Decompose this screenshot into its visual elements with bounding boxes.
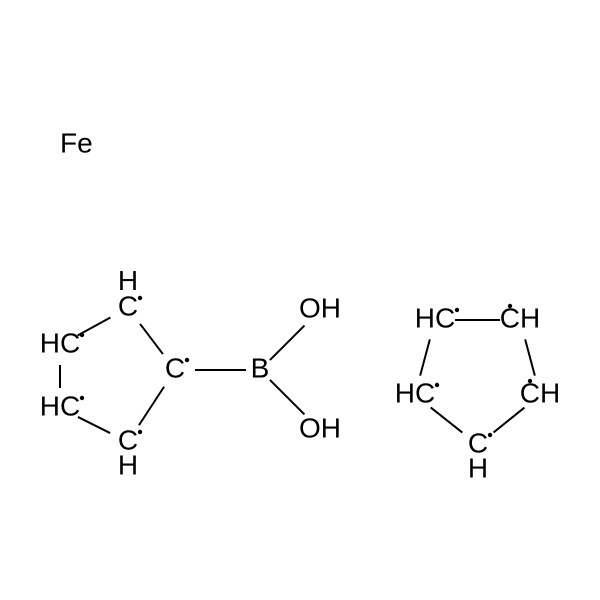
radical-dot <box>185 358 189 362</box>
atom-label: HC <box>40 390 80 421</box>
bond <box>525 339 535 375</box>
atom-label: H <box>118 265 138 296</box>
atom-label: H <box>118 450 138 481</box>
atom-label: CH <box>520 377 560 408</box>
atom-label: HC <box>40 327 80 358</box>
bond <box>270 326 305 361</box>
radical-dot <box>488 433 492 437</box>
radical-dot <box>528 379 532 383</box>
atom-label: HC <box>395 377 435 408</box>
bond <box>270 380 305 415</box>
atom-label: CH <box>500 302 540 333</box>
radical-dot <box>455 308 459 312</box>
hydroxyl-bottom: OH <box>299 412 341 443</box>
radical-dot <box>508 304 512 308</box>
atom-label: H <box>468 453 488 484</box>
boron-label: B <box>251 352 270 383</box>
fe-label: Fe <box>60 127 93 158</box>
radical-dot <box>138 430 142 434</box>
bond <box>494 408 525 433</box>
bond <box>420 339 430 375</box>
bond <box>78 417 110 433</box>
atom-label: HC <box>415 302 455 333</box>
radical-dot <box>435 383 439 387</box>
molecule-diagram: FeCCHHCHCCHHCCHCHCHHCBOHOH <box>0 0 600 600</box>
radical-dot <box>138 296 142 300</box>
bond <box>139 387 164 426</box>
bond <box>140 324 163 354</box>
radical-dot <box>80 333 84 337</box>
bond <box>431 407 463 432</box>
hydroxyl-top: OH <box>299 292 341 323</box>
atom-label: C <box>165 352 185 383</box>
bond <box>78 318 111 336</box>
radical-dot <box>80 396 84 400</box>
